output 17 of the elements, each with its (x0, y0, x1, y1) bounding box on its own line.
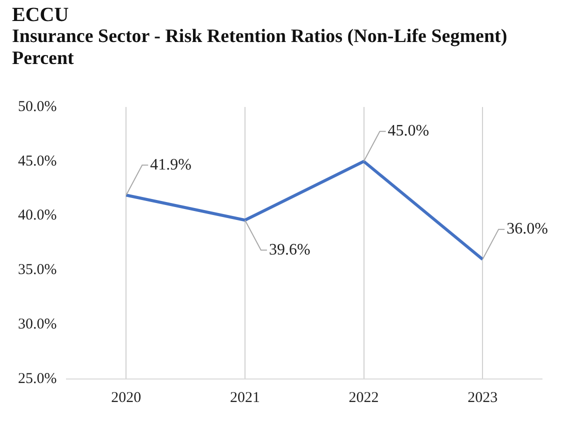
x-tick-label: 2023 (468, 390, 498, 406)
data-label: 41.9% (150, 156, 192, 174)
data-label: 45.0% (388, 122, 430, 140)
chart-subtitle: Insurance Sector - Risk Retention Ratios (Non-Life Segment) (12, 26, 508, 48)
y-tick-label: 45.0% (18, 153, 57, 170)
y-tick-label: 35.0% (18, 262, 57, 278)
y-tick-label: 30.0% (18, 316, 57, 333)
chart-title: ECCU (12, 4, 70, 26)
data-label: 39.6% (268, 241, 310, 258)
x-tick-label: 2022 (348, 390, 379, 406)
x-tick-label: 2021 (230, 390, 260, 406)
x-tick-label: 2020 (111, 390, 142, 406)
y-tick-label: 50.0% (18, 98, 57, 115)
y-tick-label: 40.0% (18, 208, 57, 224)
y-tick-label: 25.0% (18, 370, 57, 387)
y-axis-title: Percent (12, 48, 75, 70)
data-label: 36.0% (506, 220, 548, 238)
